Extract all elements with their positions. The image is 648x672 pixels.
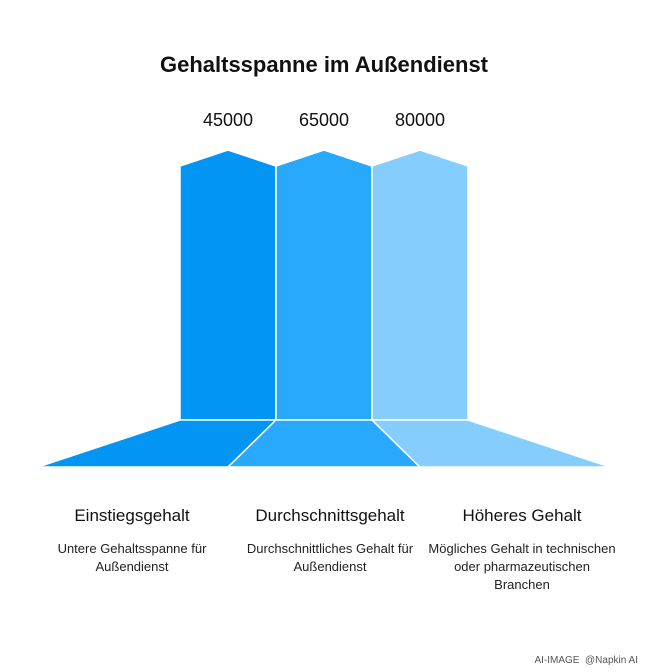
tier-name-entry: Einstiegsgehalt bbox=[74, 506, 190, 525]
tier-desc-entry: Untere Gehaltsspanne für Außendienst bbox=[57, 541, 207, 574]
column-average bbox=[275, 149, 373, 421]
column-entry bbox=[179, 149, 277, 421]
tier-value-entry: 45000 bbox=[202, 110, 254, 130]
tier-desc-high: Mögliches Gehalt in technischen oder pha… bbox=[428, 541, 616, 592]
diagram-title: Gehaltsspanne im Außendienst bbox=[159, 52, 489, 77]
tier-name-high: Höheres Gehalt bbox=[462, 506, 582, 525]
base-high bbox=[370, 419, 611, 468]
column-high bbox=[371, 149, 469, 421]
footer-credit: AI-IMAGE @Napkin AI bbox=[534, 655, 638, 666]
tier-desc-average: Durchschnittliches Gehalt für Außendiens… bbox=[246, 541, 414, 574]
tier-value-average: 65000 bbox=[298, 110, 350, 130]
footer-source: AI-IMAGE bbox=[534, 655, 580, 666]
footer-brand: @Napkin AI bbox=[585, 655, 638, 666]
tier-name-average: Durchschnittsgehalt bbox=[255, 506, 405, 525]
tier-value-high: 80000 bbox=[394, 110, 446, 130]
